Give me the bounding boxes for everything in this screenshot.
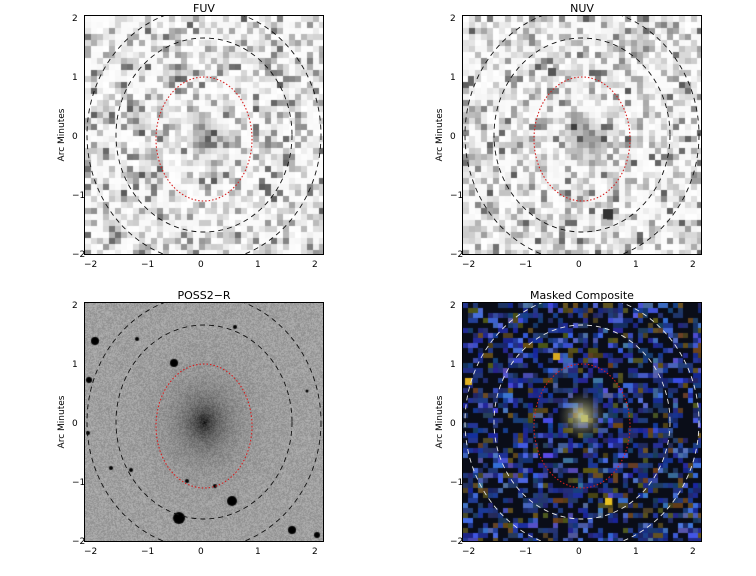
fuv-y-tick: −2 (72, 250, 86, 260)
fuv-x-tick: 1 (255, 260, 261, 270)
composite-y-tick: 0 (450, 419, 456, 429)
poss2r-y-tick: −2 (72, 537, 86, 547)
nuv-x-tick: 0 (576, 260, 582, 270)
fuv-y-tick: 1 (72, 73, 78, 83)
fuv-y-tick: 2 (72, 14, 78, 24)
fuv-y-tick: −1 (72, 191, 86, 201)
composite-inner-ellipse (533, 363, 631, 489)
poss2r-y-tick: 0 (72, 419, 78, 429)
fuv-image (84, 15, 324, 255)
poss2r-x-tick: 0 (198, 547, 204, 557)
poss2r-y-tick: 1 (72, 360, 78, 370)
nuv-y-tick: 0 (450, 132, 456, 142)
poss2r-x-tick: −2 (84, 547, 98, 557)
nuv-y-tick: −2 (450, 250, 464, 260)
composite-aperture-overlay (464, 303, 700, 541)
nuv-middle-ellipse (493, 37, 671, 233)
fuv-pixels (85, 16, 323, 254)
poss2r-ylabel: Arc Minutes (57, 395, 67, 449)
nuv-y-tick: −1 (450, 191, 464, 201)
composite-image (462, 302, 702, 542)
poss2r-title: POSS2−R (177, 289, 231, 302)
composite-middle-ellipse (493, 324, 671, 520)
composite-outer-ellipse (464, 303, 700, 541)
poss2r-aperture-overlay (86, 303, 322, 541)
fuv-y-tick: 0 (72, 132, 78, 142)
poss2r-x-tick: 1 (255, 547, 261, 557)
poss2r-outer-ellipse (86, 303, 322, 541)
poss2r-inner-ellipse (155, 363, 253, 489)
composite-pixels (463, 303, 701, 541)
nuv-image (462, 15, 702, 255)
fuv-title: FUV (193, 2, 215, 15)
poss2r-y-tick: 2 (72, 301, 78, 311)
composite-title: Masked Composite (530, 289, 634, 302)
fuv-outer-ellipse (86, 16, 322, 254)
composite-x-tick: 2 (690, 547, 696, 557)
nuv-title: NUV (570, 2, 594, 15)
nuv-x-tick: −2 (462, 260, 476, 270)
composite-x-tick: 0 (576, 547, 582, 557)
poss2r-x-tick: −1 (141, 547, 155, 557)
composite-x-tick: 1 (633, 547, 639, 557)
poss2r-pixels (85, 303, 323, 541)
fuv-ylabel: Arc Minutes (57, 108, 67, 162)
nuv-x-tick: −1 (519, 260, 533, 270)
fuv-x-tick: 2 (312, 260, 318, 270)
poss2r-image (84, 302, 324, 542)
poss2r-y-tick: −1 (72, 478, 86, 488)
composite-ylabel: Arc Minutes (435, 395, 445, 449)
composite-y-tick: −1 (450, 478, 464, 488)
composite-y-tick: −2 (450, 537, 464, 547)
fuv-x-tick: 0 (198, 260, 204, 270)
composite-x-tick: −1 (519, 547, 533, 557)
fuv-middle-ellipse (115, 37, 293, 233)
poss2r-x-tick: 2 (312, 547, 318, 557)
composite-y-tick: 1 (450, 360, 456, 370)
composite-x-tick: −2 (462, 547, 476, 557)
composite-y-tick: 2 (450, 301, 456, 311)
nuv-ylabel: Arc Minutes (435, 108, 445, 162)
nuv-outer-ellipse (464, 16, 700, 254)
nuv-y-tick: 2 (450, 14, 456, 24)
nuv-pixels (463, 16, 701, 254)
fuv-x-tick: −2 (84, 260, 98, 270)
fuv-x-tick: −1 (141, 260, 155, 270)
nuv-inner-ellipse (533, 76, 631, 202)
nuv-aperture-overlay (464, 16, 700, 254)
nuv-y-tick: 1 (450, 73, 456, 83)
poss2r-middle-ellipse (115, 324, 293, 520)
nuv-x-tick: 2 (690, 260, 696, 270)
fuv-aperture-overlay (86, 16, 322, 254)
nuv-x-tick: 1 (633, 260, 639, 270)
fuv-inner-ellipse (155, 76, 253, 202)
